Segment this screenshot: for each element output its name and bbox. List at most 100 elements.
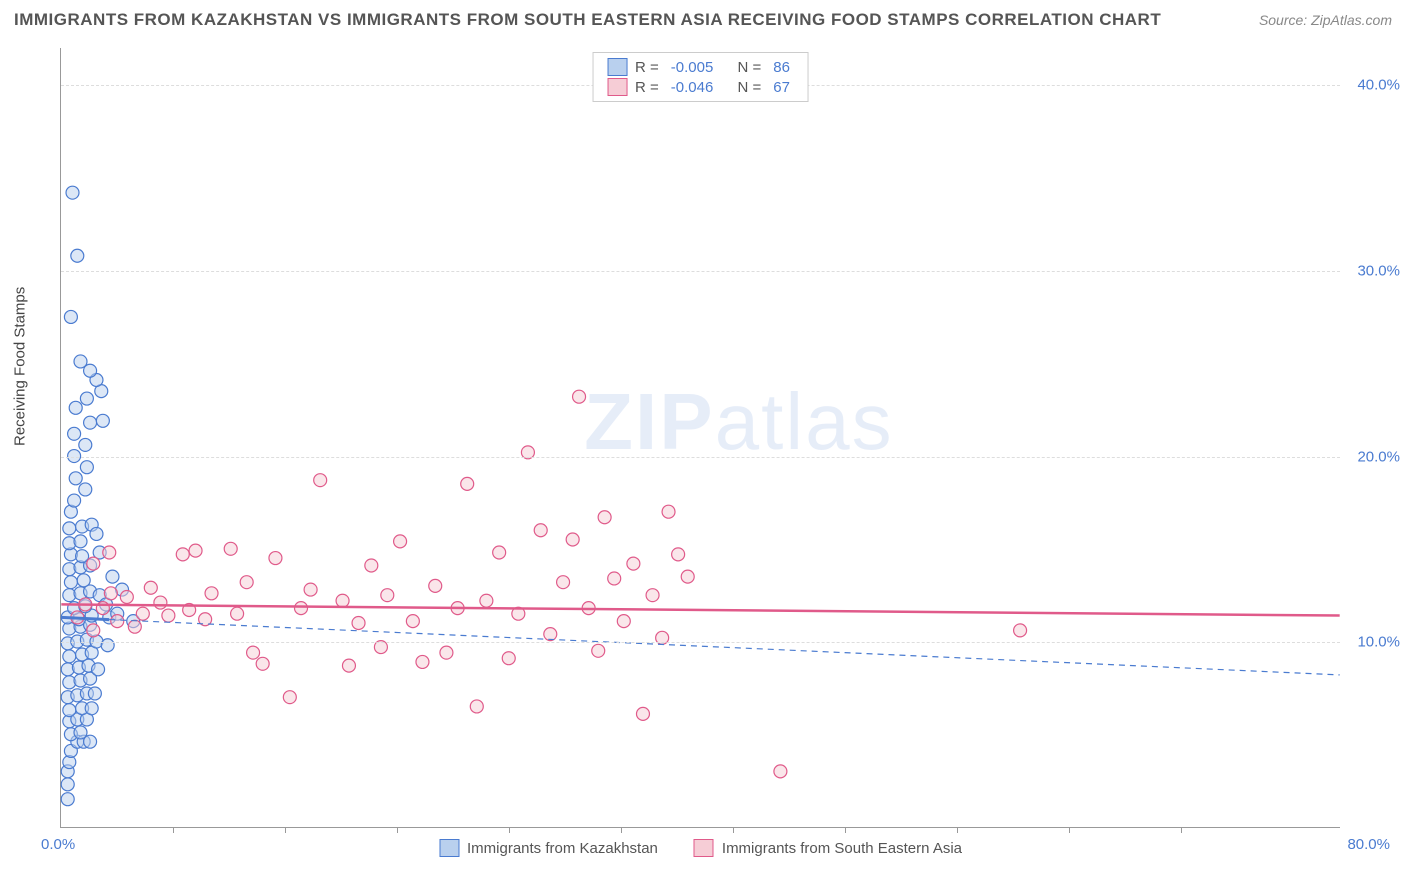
data-point (88, 687, 101, 700)
data-point (96, 414, 109, 427)
data-point (85, 702, 98, 715)
data-point (104, 587, 117, 600)
data-point (566, 533, 579, 546)
data-point (406, 615, 419, 628)
data-point (69, 401, 82, 414)
data-point (106, 570, 119, 583)
data-point (103, 546, 116, 559)
n-value-seasia: 67 (773, 79, 790, 96)
data-point (440, 646, 453, 659)
data-point (63, 704, 76, 717)
data-point (461, 477, 474, 490)
data-point (205, 587, 218, 600)
data-point (502, 652, 515, 665)
data-point (295, 602, 308, 615)
n-label: N = (738, 79, 762, 96)
data-point (672, 548, 685, 561)
data-point (1014, 624, 1027, 637)
data-point (111, 615, 124, 628)
data-point (87, 557, 100, 570)
data-point (247, 646, 260, 659)
data-point (66, 186, 79, 199)
data-point (493, 546, 506, 559)
data-point (617, 615, 630, 628)
n-value-kazakhstan: 86 (773, 59, 790, 76)
swatch-kazakhstan-icon (439, 839, 459, 857)
y-tick-label: 20.0% (1357, 448, 1400, 465)
data-point (646, 589, 659, 602)
x-axis-min-label: 0.0% (41, 836, 75, 853)
data-point (269, 552, 282, 565)
r-value-seasia: -0.046 (671, 79, 714, 96)
swatch-seasia-icon (607, 78, 627, 96)
data-point (64, 310, 77, 323)
source-attribution: Source: ZipAtlas.com (1259, 12, 1392, 28)
data-point (71, 249, 84, 262)
data-point (154, 596, 167, 609)
data-point (74, 726, 87, 739)
plot-area: R = -0.005 N = 86 R = -0.046 N = 67 ZIPa… (60, 48, 1340, 828)
r-value-kazakhstan: -0.005 (671, 59, 714, 76)
legend-item-seasia: Immigrants from South Eastern Asia (694, 839, 962, 857)
data-point (68, 494, 81, 507)
data-point (429, 579, 442, 592)
legend-row-seasia: R = -0.046 N = 67 (607, 77, 794, 97)
x-axis-max-label: 80.0% (1347, 836, 1390, 853)
data-point (283, 691, 296, 704)
data-point (176, 548, 189, 561)
data-point (240, 576, 253, 589)
data-point (63, 522, 76, 535)
data-point (365, 559, 378, 572)
data-point (627, 557, 640, 570)
data-point (144, 581, 157, 594)
swatch-seasia-icon (694, 839, 714, 857)
data-point (480, 594, 493, 607)
chart-title: IMMIGRANTS FROM KAZAKHSTAN VS IMMIGRANTS… (14, 10, 1161, 30)
data-point (256, 657, 269, 670)
r-label: R = (635, 59, 659, 76)
y-tick-label: 30.0% (1357, 262, 1400, 279)
data-point (544, 628, 557, 641)
data-point (774, 765, 787, 778)
data-point (87, 624, 100, 637)
data-point (92, 663, 105, 676)
y-axis-label: Receiving Food Stamps (12, 287, 29, 446)
data-point (342, 659, 355, 672)
data-point (416, 655, 429, 668)
y-tick-label: 10.0% (1357, 634, 1400, 651)
data-point (636, 707, 649, 720)
data-point (76, 550, 89, 563)
data-point (74, 355, 87, 368)
data-point (79, 438, 92, 451)
legend-item-kazakhstan: Immigrants from Kazakhstan (439, 839, 658, 857)
series-legend: Immigrants from Kazakhstan Immigrants fr… (439, 839, 962, 857)
data-point (681, 570, 694, 583)
data-point (534, 524, 547, 537)
n-label: N = (738, 59, 762, 76)
data-point (63, 650, 76, 663)
data-point (120, 591, 133, 604)
data-point (74, 535, 87, 548)
data-point (470, 700, 483, 713)
series-label-kazakhstan: Immigrants from Kazakhstan (467, 840, 658, 857)
data-point (573, 390, 586, 403)
data-point (224, 542, 237, 555)
correlation-legend: R = -0.005 N = 86 R = -0.046 N = 67 (592, 52, 809, 102)
data-point (557, 576, 570, 589)
data-point (90, 527, 103, 540)
r-label: R = (635, 79, 659, 96)
y-tick-label: 40.0% (1357, 77, 1400, 94)
data-point (61, 793, 74, 806)
data-point (189, 544, 202, 557)
data-point (80, 392, 93, 405)
data-point (61, 778, 74, 791)
chart-header: IMMIGRANTS FROM KAZAKHSTAN VS IMMIGRANTS… (14, 10, 1392, 30)
data-point (84, 416, 97, 429)
series-label-seasia: Immigrants from South Eastern Asia (722, 840, 962, 857)
data-point (136, 607, 149, 620)
data-point (381, 589, 394, 602)
data-point (64, 576, 77, 589)
data-point (231, 607, 244, 620)
data-point (128, 620, 141, 633)
data-point (336, 594, 349, 607)
